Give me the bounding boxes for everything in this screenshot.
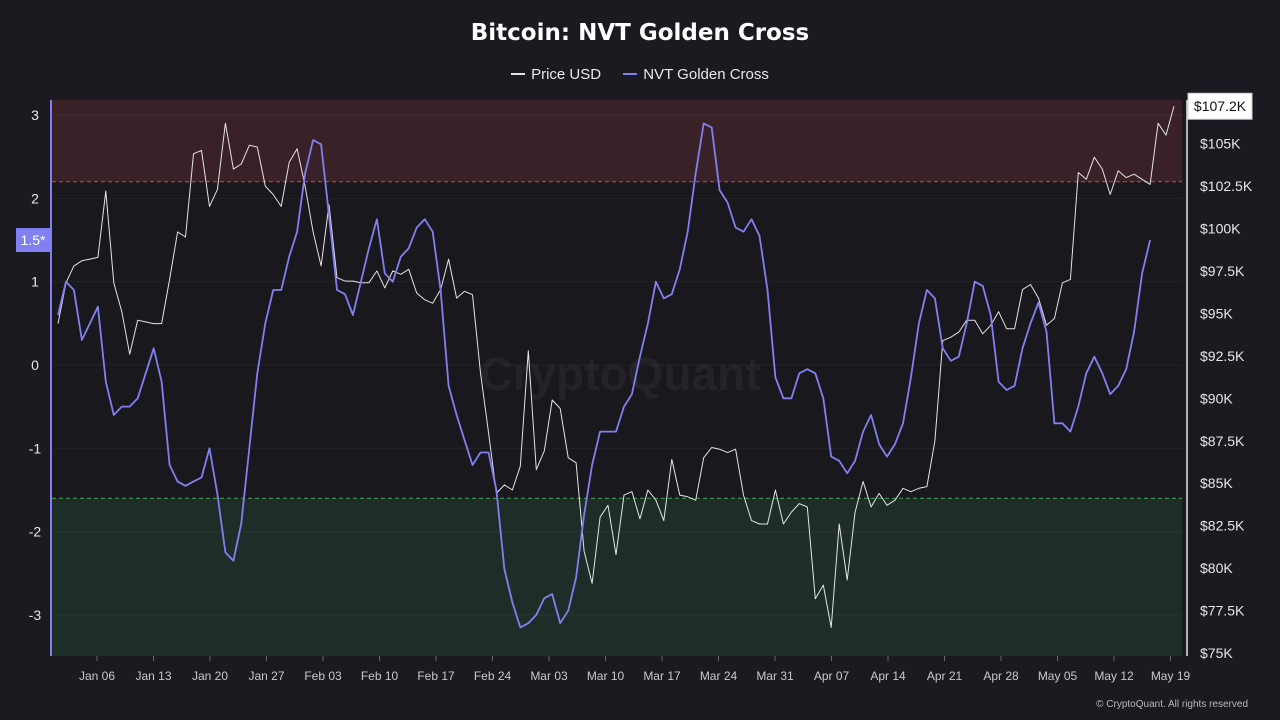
right-tick-label: $95K (1200, 305, 1233, 321)
x-tick-label: Jan 20 (192, 669, 228, 683)
legend-item-nvt[interactable]: NVT Golden Cross (623, 66, 769, 83)
right-tick-label: $102.5K (1200, 178, 1253, 194)
x-tick-label: Apr 14 (870, 669, 906, 683)
x-tick-label: Jan 13 (135, 669, 171, 683)
x-tick-label: Jan 27 (248, 669, 284, 683)
right-tick-label: $82.5K (1200, 518, 1245, 534)
x-tick-label: Mar 31 (756, 669, 794, 683)
x-tick-label: Feb 10 (361, 669, 399, 683)
series-layer (57, 106, 1175, 629)
right-axis: $105K $102.5K $100K $97.5K $95K $92.5K $90K $87… (1186, 100, 1253, 661)
series-line-price (57, 106, 1175, 628)
footer-credit: © CryptoQuant. All rights reserved (1096, 699, 1248, 710)
x-tick-label: Feb 03 (304, 669, 342, 683)
right-tick-label: $92.5K (1200, 348, 1245, 364)
right-tick-label: $100K (1200, 221, 1241, 237)
watermark: CryptoQuant (479, 348, 760, 400)
right-tick-label: $75K (1200, 645, 1233, 661)
left-tick-label: -3 (29, 607, 42, 623)
right-value-label: $107.2K (1194, 98, 1247, 114)
right-tick-label: $80K (1200, 560, 1233, 576)
x-tick-label: Jan 06 (79, 669, 115, 683)
left-marker-label: 1.5* (21, 232, 46, 248)
left-tick-label: 3 (31, 107, 39, 123)
right-tick-label: $90K (1200, 390, 1233, 406)
x-tick-label: Mar 17 (643, 669, 681, 683)
legend-swatch-nvt (623, 73, 638, 75)
legend-label-price: Price USD (531, 65, 602, 83)
legend: Price USD NVT Golden Cross (0, 62, 1280, 83)
left-tick-label: 0 (31, 357, 39, 373)
left-tick-label: 1 (31, 274, 39, 290)
x-tick-label: Mar 10 (587, 669, 625, 683)
x-tick-label: Apr 21 (927, 669, 963, 683)
left-tick-label: -2 (29, 524, 42, 540)
chart-title: Bitcoin: NVT Golden Cross (470, 20, 810, 46)
legend-label-nvt: NVT Golden Cross (643, 65, 769, 83)
x-axis: Jan 06 Jan 13 Jan 20 Jan 27 Feb 03 Feb 10 Feb … (79, 656, 1191, 683)
left-marker-badge (16, 228, 51, 253)
legend-swatch-price (511, 73, 526, 75)
x-tick-label: Mar 03 (530, 669, 568, 683)
right-tick-label: $105K (1200, 136, 1241, 152)
legend-item-price[interactable]: Price USD (511, 66, 601, 83)
x-tick-label: Apr 07 (814, 669, 850, 683)
x-tick-label: Feb 24 (474, 669, 512, 683)
upper-zone (52, 100, 1182, 182)
x-tick-label: May 12 (1094, 669, 1134, 683)
left-tick-label: 2 (31, 190, 39, 206)
left-axis: 3 2 1 0 -1 -2 -3 (29, 100, 52, 656)
right-tick-label: $85K (1200, 475, 1233, 491)
right-tick-label: $87.5K (1200, 433, 1245, 449)
axis-markers: 1.5* $107.2K (16, 92, 1253, 253)
x-tick-label: May 05 (1038, 669, 1078, 683)
right-tick-label: $77.5K (1200, 603, 1245, 619)
left-tick-label: -1 (29, 440, 42, 456)
series-line-nvt (57, 122, 1151, 629)
x-tick-label: Mar 24 (700, 669, 738, 683)
right-tick-label: $97.5K (1200, 263, 1245, 279)
x-tick-label: Feb 17 (417, 669, 455, 683)
x-tick-label: May 19 (1151, 669, 1191, 683)
right-value-badge (1187, 92, 1253, 120)
x-tick-label: Apr 28 (983, 669, 1019, 683)
